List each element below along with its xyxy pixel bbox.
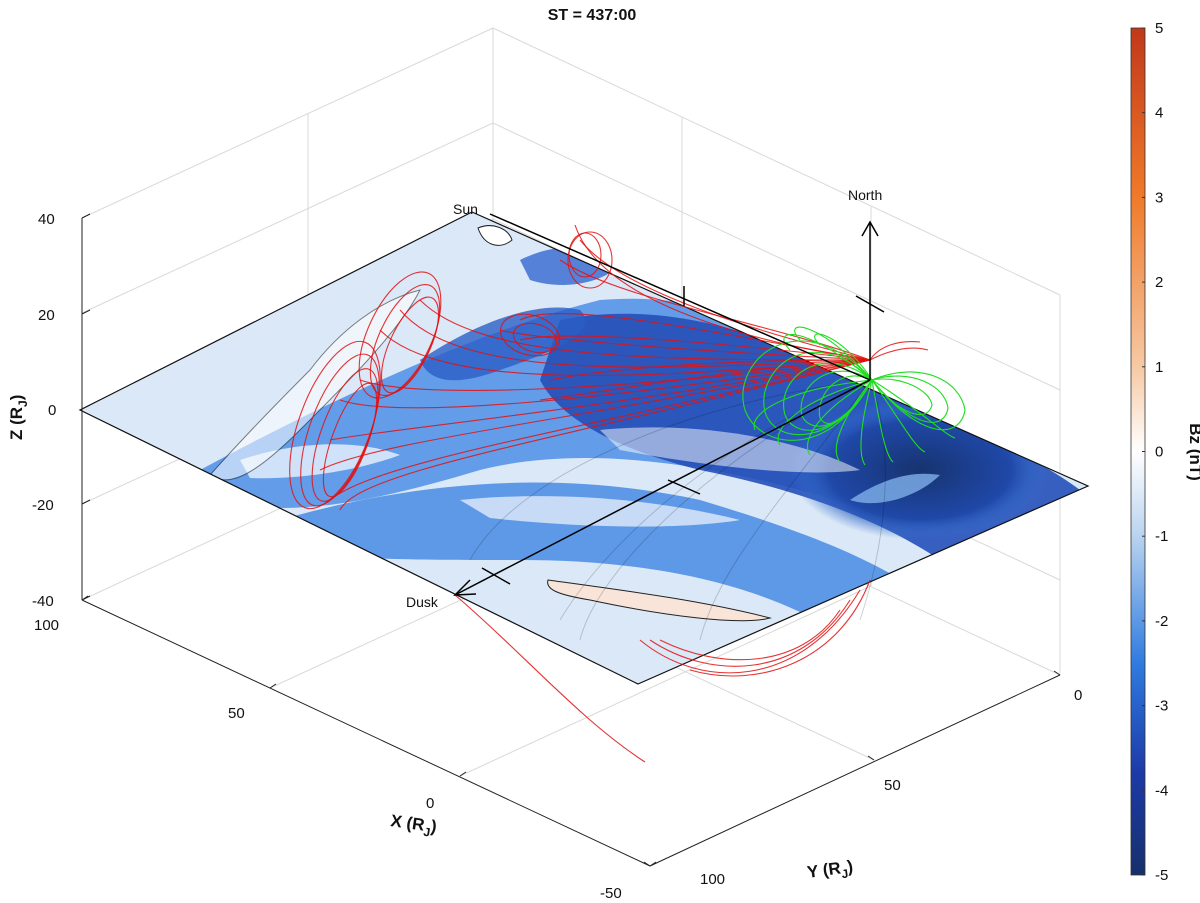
y-axis-label: Y (RJ): [806, 857, 855, 886]
colorbar-tick-label: -2: [1155, 613, 1168, 630]
x-tick-label: 0: [426, 795, 434, 812]
x-tick-label: 50: [228, 705, 245, 722]
colorbar-tick-label: 1: [1155, 359, 1163, 376]
y-ticks: 0 50 100: [643, 670, 1082, 888]
colorbar: 5 4 3 2 1 0 -1 -2 -3 -4 -5 Bz (nT): [1130, 20, 1200, 884]
colorbar-tick-label: -3: [1155, 698, 1168, 715]
y-tick-label: 100: [700, 871, 725, 888]
z-tick-label: 0: [48, 402, 56, 419]
z-tick-label: -20: [32, 497, 54, 514]
y-tick-label: 0: [1074, 687, 1082, 704]
z-ticks: 40 20 0 -20 -40: [32, 211, 91, 610]
x-tick-label: -50: [600, 885, 622, 902]
colorbar-tick-label: -5: [1155, 867, 1168, 884]
x-axis-label: X (RJ): [389, 811, 438, 840]
red-field-lines: [289, 224, 929, 763]
green-field-lines: [742, 326, 966, 466]
z-tick-label: -40: [32, 593, 54, 610]
orientation-axes: [453, 213, 885, 596]
colorbar-tick-label: 4: [1155, 105, 1163, 122]
x-ticks: 100 50 0 -50: [34, 595, 657, 902]
colorbar-tick-label: 2: [1155, 274, 1163, 291]
annotation-sun: Sun: [453, 201, 478, 217]
colorbar-tick-label: -4: [1155, 782, 1168, 799]
colorbar-ticks: 5 4 3 2 1 0 -1 -2 -3 -4 -5: [1142, 20, 1168, 884]
bz-surface: [78, 211, 1090, 685]
colorbar-tick-label: 0: [1155, 444, 1163, 461]
colorbar-tick-label: -1: [1155, 528, 1168, 545]
z-tick-label: 20: [38, 307, 55, 324]
colorbar-label: Bz (nT): [1186, 423, 1200, 481]
z-axis-label: Z (RJ): [7, 395, 30, 440]
annotation-north: North: [848, 187, 882, 203]
annotation-dusk: Dusk: [406, 594, 439, 610]
z-tick-label: 40: [38, 211, 55, 228]
chart-title: ST = 437:00: [548, 7, 637, 24]
colorbar-tick-label: 5: [1155, 20, 1163, 37]
colorbar-tick-label: 3: [1155, 189, 1163, 206]
x-tick-label: 100: [34, 617, 59, 634]
y-tick-label: 50: [884, 777, 901, 794]
